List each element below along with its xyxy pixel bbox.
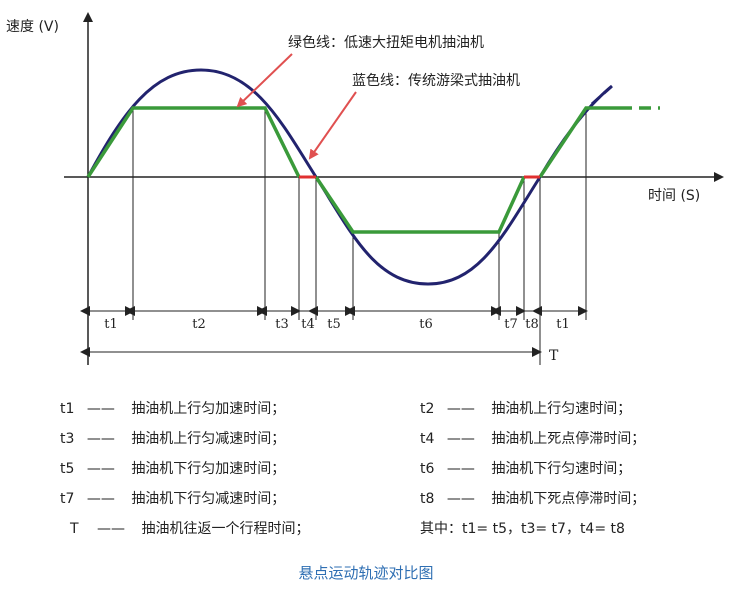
green-return-line bbox=[538, 106, 620, 178]
legend-desc: 抽油机下死点停滞时间； bbox=[491, 491, 646, 507]
legend-dash: —— bbox=[86, 491, 115, 507]
green-trapezoid-line bbox=[86, 106, 301, 178]
segment-label: t8 bbox=[525, 317, 539, 332]
legend-dash: —— bbox=[446, 401, 475, 417]
legend-key: t4 bbox=[420, 431, 435, 447]
period-label: T bbox=[549, 348, 559, 364]
legend-desc: 抽油机下行匀减速时间； bbox=[131, 491, 286, 507]
motion-diagram: 速度 (V) 时间 (S) 绿色线：低速大扭矩电机抽油机 蓝色线：传统游梁式抽油… bbox=[6, 12, 724, 365]
legend-item: t6 —— 抽油机下行匀速时间； bbox=[420, 458, 631, 478]
legend-item: t5 —— 抽油机下行匀加速时间； bbox=[60, 458, 285, 478]
segment-label: t2 bbox=[192, 317, 206, 332]
legend-key: t1 bbox=[60, 401, 75, 417]
figure-caption: 悬点运动轨迹对比图 bbox=[298, 564, 434, 582]
segment-label: t5 bbox=[327, 317, 341, 332]
blue-curve-dash bbox=[590, 84, 614, 106]
legend-key: t7 bbox=[60, 491, 75, 507]
legend-key: t5 bbox=[60, 461, 75, 477]
legend-desc: 抽油机上死点停滞时间； bbox=[491, 431, 646, 447]
segment-label: t1 bbox=[556, 317, 570, 332]
legend-desc: 抽油机上行匀减速时间； bbox=[131, 431, 286, 447]
legend-dash: —— bbox=[97, 521, 126, 537]
legend-desc: 抽油机上行匀加速时间； bbox=[131, 401, 286, 417]
legend-note: 其中：t1= t5，t3= t7，t4= t8 bbox=[420, 521, 625, 537]
legend-item: T —— 抽油机往返一个行程时间； bbox=[70, 518, 309, 538]
legend-dash: —— bbox=[86, 431, 115, 447]
legend-desc: 抽油机下行匀速时间； bbox=[491, 461, 632, 477]
y-axis-label: 速度 (V) bbox=[6, 19, 59, 35]
legend-item: t1 —— 抽油机上行匀加速时间； bbox=[60, 398, 285, 418]
legend-key: T bbox=[70, 521, 79, 537]
segment-label: t7 bbox=[504, 317, 518, 332]
legend-item: t4 —— 抽油机上死点停滞时间； bbox=[420, 428, 645, 448]
legend-item: t8 —— 抽油机下死点停滞时间； bbox=[420, 488, 645, 508]
segment-dividers bbox=[132, 108, 587, 365]
legend-desc: 抽油机下行匀加速时间； bbox=[131, 461, 286, 477]
legend-dash: —— bbox=[86, 461, 115, 477]
legend-item: t2 —— 抽油机上行匀速时间； bbox=[420, 398, 631, 418]
legend-dash: —— bbox=[446, 431, 475, 447]
blue-annotation-arrow bbox=[308, 91, 357, 160]
legend-dash: —— bbox=[446, 461, 475, 477]
segment-label: t3 bbox=[275, 317, 289, 332]
legend-key: t3 bbox=[60, 431, 75, 447]
legend-key: t6 bbox=[420, 461, 435, 477]
x-axis-label: 时间 (S) bbox=[648, 188, 700, 204]
green-annotation-arrow bbox=[236, 53, 293, 108]
segment-label: t6 bbox=[419, 317, 433, 332]
legend-key: t8 bbox=[420, 491, 435, 507]
green-line-annotation: 绿色线：低速大扭矩电机抽油机 bbox=[288, 34, 484, 51]
legend-item: t7 —— 抽油机下行匀减速时间； bbox=[60, 488, 285, 508]
green-trapezoid-lower bbox=[314, 176, 526, 234]
segment-labels: t1 t2 t3 t4 t5 t6 t7 t8 t1 bbox=[104, 317, 570, 332]
segment-label: t1 bbox=[104, 317, 118, 332]
blue-line-annotation: 蓝色线：传统游梁式抽油机 bbox=[352, 72, 520, 89]
segment-label: t4 bbox=[301, 317, 315, 332]
legend-item: t3 —— 抽油机上行匀减速时间； bbox=[60, 428, 285, 448]
legend-desc: 抽油机往返一个行程时间； bbox=[141, 521, 310, 537]
legend-desc: 抽油机上行匀速时间； bbox=[491, 401, 632, 417]
legend-key: t2 bbox=[420, 401, 435, 417]
legend-dash: —— bbox=[86, 401, 115, 417]
legend-dash: —— bbox=[446, 491, 475, 507]
